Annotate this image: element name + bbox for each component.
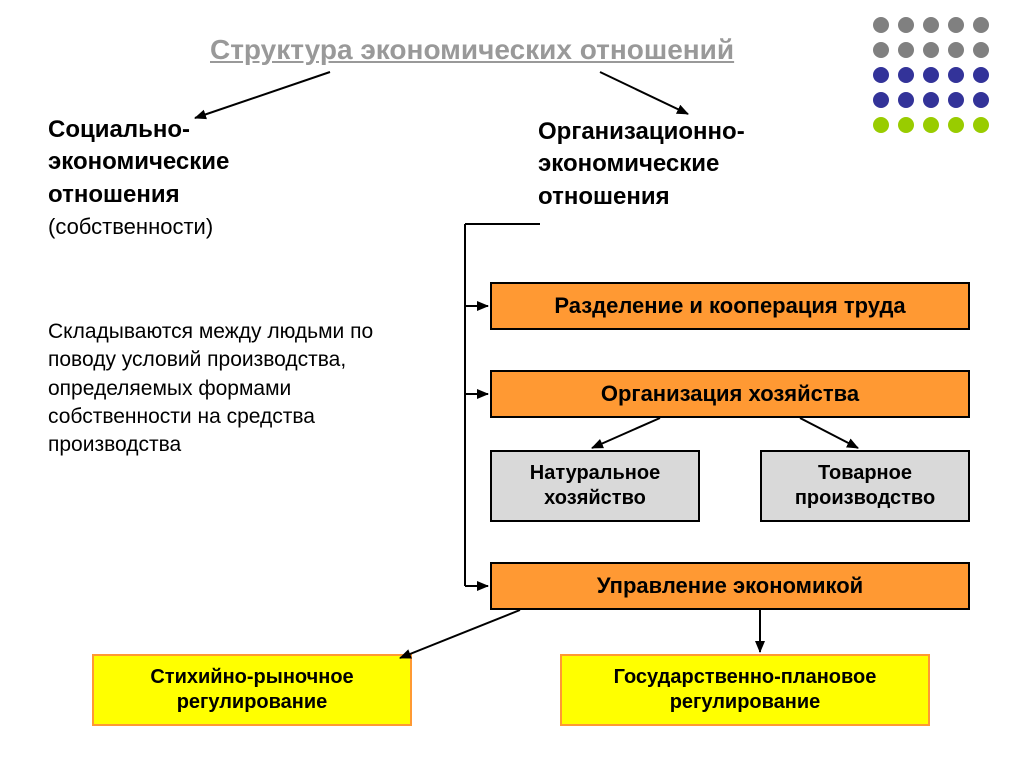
left-heading-line: Социально- bbox=[48, 116, 190, 143]
left-branch-description: Складываются между людьми по поводу усло… bbox=[48, 318, 378, 460]
right-heading-line: экономические bbox=[538, 150, 719, 177]
left-heading-line: отношения bbox=[48, 181, 180, 208]
box-natural-economy: Натуральное хозяйство bbox=[490, 450, 700, 522]
right-heading-line: Организационно- bbox=[538, 118, 745, 145]
box-economic-management: Управление экономикой bbox=[490, 562, 970, 610]
box-organization-economy: Организация хозяйства bbox=[490, 370, 970, 418]
page-title: Структура экономических отношений bbox=[210, 34, 734, 66]
left-branch-heading: Социально- экономические отношения (собс… bbox=[48, 114, 308, 244]
box-division-cooperation: Разделение и кооперация труда bbox=[490, 282, 970, 330]
box-commodity-production: Товарное производство bbox=[760, 450, 970, 522]
left-heading-paren: (собственности) bbox=[48, 214, 213, 239]
right-heading-line: отношения bbox=[538, 183, 670, 210]
box-market-regulation: Стихийно-рыночное регулирование bbox=[92, 654, 412, 726]
left-heading-line: экономические bbox=[48, 148, 229, 175]
right-branch-heading: Организационно- экономические отношения bbox=[538, 116, 838, 213]
dot-grid-decoration bbox=[866, 10, 1006, 150]
box-planned-regulation: Государственно-плановое регулирование bbox=[560, 654, 930, 726]
